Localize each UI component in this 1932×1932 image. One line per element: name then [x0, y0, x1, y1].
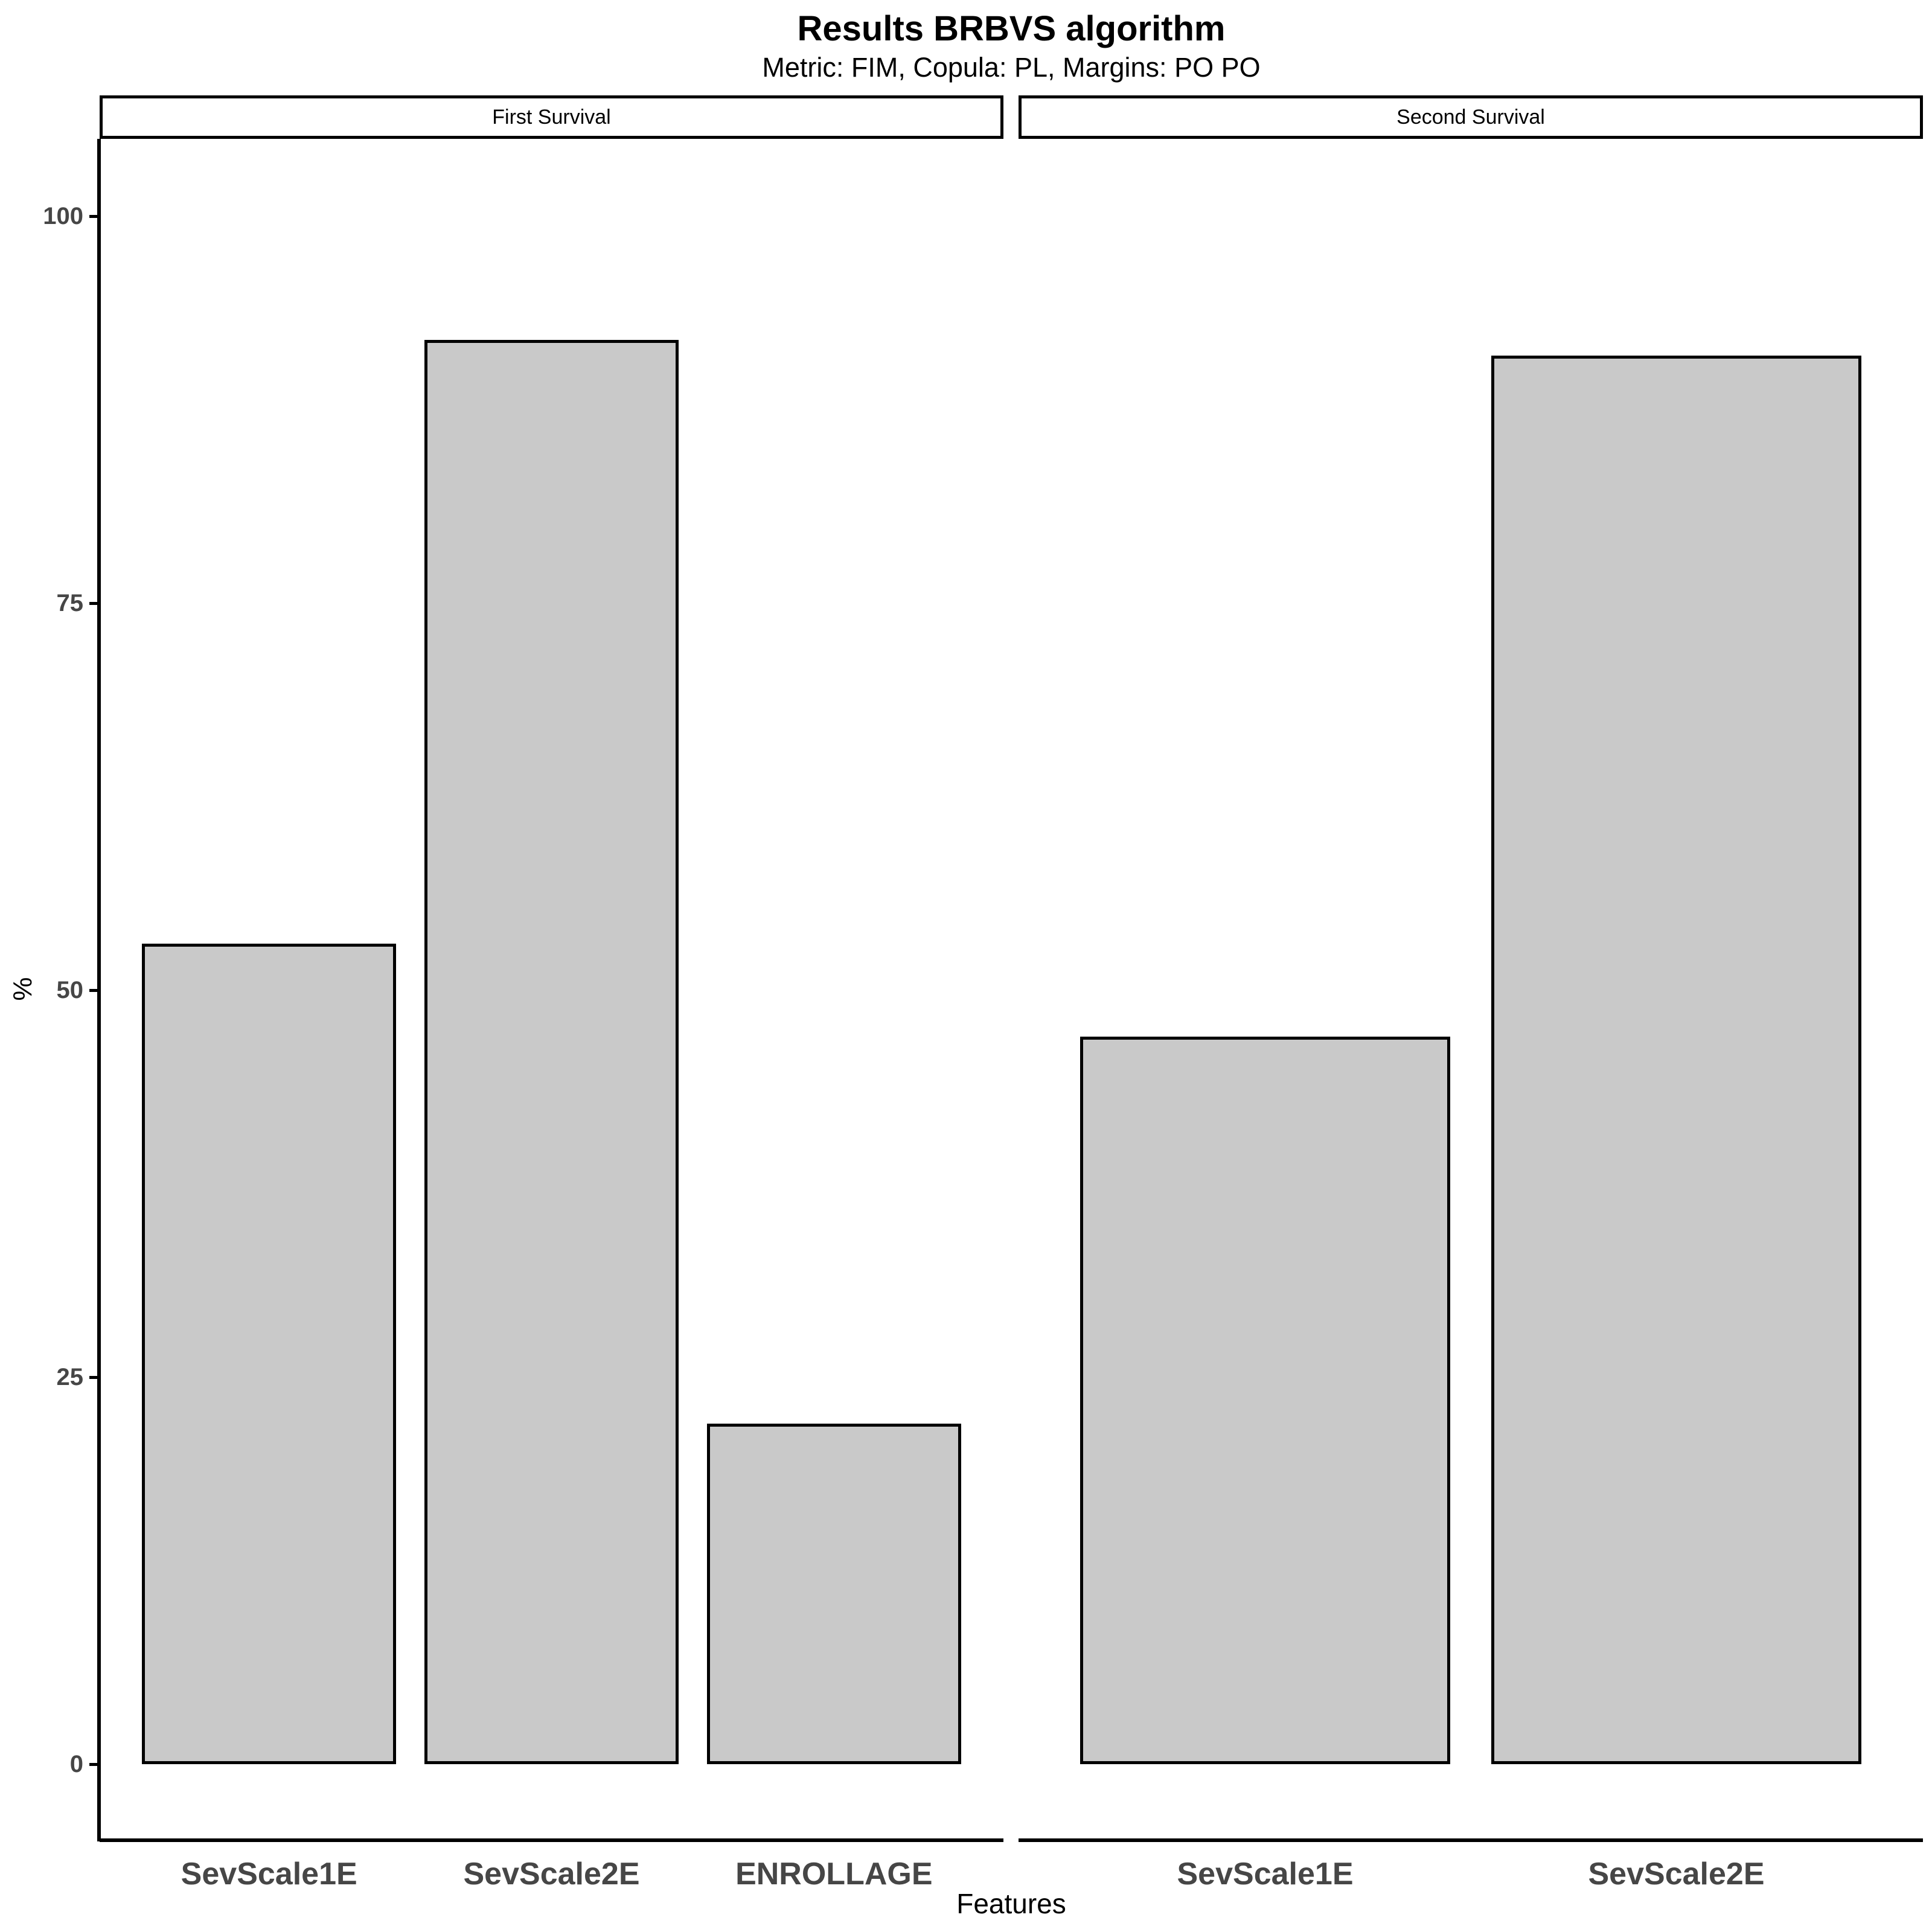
y-tick-label: 100 [43, 203, 83, 229]
y-tick-label: 50 [56, 977, 84, 1003]
y-tick-mark [89, 988, 100, 992]
x-category-label: SevScale2E [463, 1857, 640, 1892]
y-tick-mark [89, 1762, 100, 1766]
chart-subtitle: Metric: FIM, Copula: PL, Margins: PO PO [762, 52, 1261, 83]
x-axis-title: Features [956, 1888, 1066, 1919]
bar [1491, 355, 1861, 1764]
bar [142, 944, 397, 1764]
y-axis-line [97, 139, 101, 1841]
facet-panel [1019, 139, 1923, 1841]
facet-panel [100, 139, 1003, 1841]
x-category-label: SevScale1E [1177, 1857, 1354, 1892]
y-tick-label: 75 [56, 590, 84, 616]
facet-strip-label: Second Survival [1396, 105, 1545, 129]
x-axis-line [100, 1838, 1003, 1842]
y-tick-mark [89, 601, 100, 605]
facet-strip: Second Survival [1019, 95, 1923, 139]
x-category-label: SevScale1E [181, 1857, 357, 1892]
chart-title: Results BRBVS algorithm [797, 9, 1226, 48]
x-category-label: SevScale2E [1588, 1857, 1765, 1892]
x-category-label: ENROLLAGE [735, 1857, 933, 1892]
x-axis-line [1019, 1838, 1923, 1842]
bar [1080, 1036, 1450, 1764]
y-tick-label: 0 [69, 1751, 83, 1777]
facet-strip-label: First Survival [492, 105, 611, 129]
facet-strip: First Survival [100, 95, 1003, 139]
bar [706, 1423, 961, 1764]
y-tick-label: 25 [56, 1364, 84, 1390]
y-tick-mark [89, 1375, 100, 1379]
bar [424, 340, 679, 1764]
y-tick-mark [89, 214, 100, 218]
